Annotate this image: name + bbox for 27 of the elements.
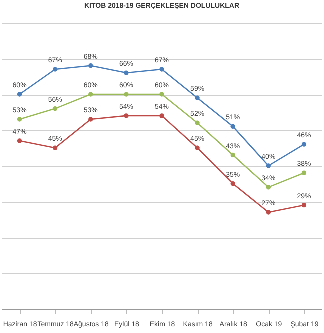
point — [124, 70, 129, 76]
point — [17, 92, 22, 97]
point — [302, 202, 307, 208]
point — [88, 92, 94, 97]
point — [266, 210, 272, 215]
point — [195, 120, 200, 126]
point — [160, 92, 164, 97]
point — [52, 146, 58, 150]
point — [88, 64, 94, 68]
point — [124, 92, 129, 97]
point — [230, 124, 236, 130]
point — [195, 146, 200, 150]
point — [302, 170, 307, 176]
point — [160, 114, 164, 118]
point — [17, 138, 22, 144]
point — [17, 117, 22, 122]
point — [230, 152, 236, 158]
point — [266, 185, 272, 190]
point — [266, 164, 272, 168]
point — [302, 142, 307, 147]
point — [88, 117, 94, 122]
point — [230, 182, 236, 186]
point — [160, 67, 164, 72]
point — [52, 67, 58, 72]
point — [195, 96, 200, 100]
point — [124, 114, 129, 118]
point — [52, 106, 58, 112]
